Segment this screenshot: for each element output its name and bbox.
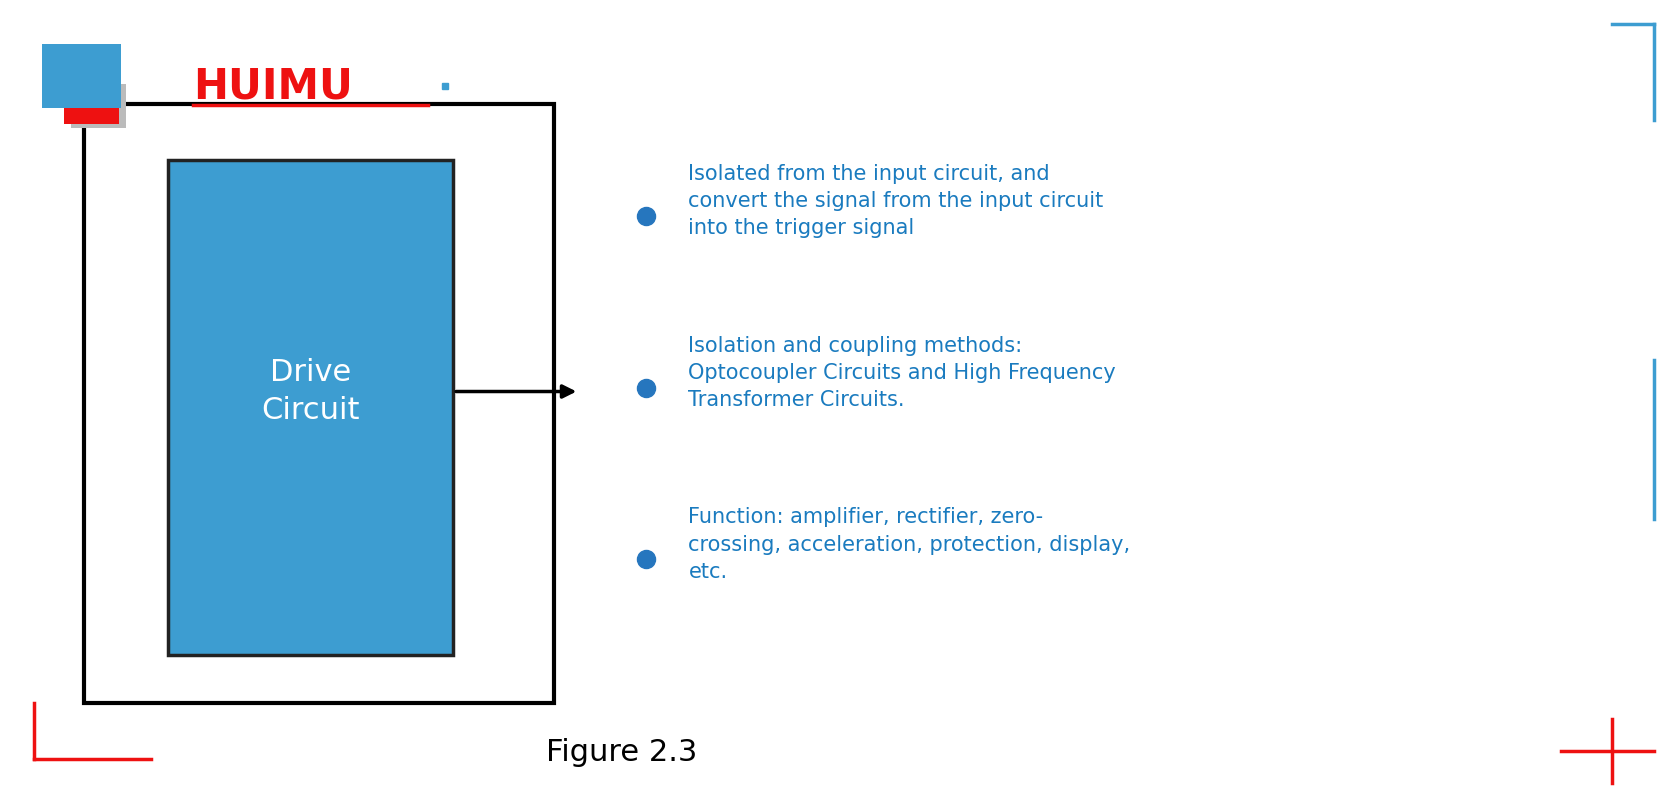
Text: Function: amplifier, rectifier, zero-
crossing, acceleration, protection, displa: Function: amplifier, rectifier, zero- cr… [688, 507, 1130, 582]
Bar [84, 104, 554, 703]
Bar [42, 44, 121, 108]
Bar [71, 84, 126, 128]
Text: HUIMU: HUIMU [193, 66, 353, 107]
Text: Isolated from the input circuit, and
convert the signal from the input circuit
i: Isolated from the input circuit, and con… [688, 164, 1103, 238]
Bar [64, 80, 119, 124]
Bar [168, 160, 453, 655]
Text: Isolation and coupling methods:
Optocoupler Circuits and High Frequency
Transfor: Isolation and coupling methods: Optocoup… [688, 336, 1117, 410]
Text: Figure 2.3: Figure 2.3 [546, 738, 697, 767]
Text: Drive
Circuit: Drive Circuit [262, 358, 359, 425]
